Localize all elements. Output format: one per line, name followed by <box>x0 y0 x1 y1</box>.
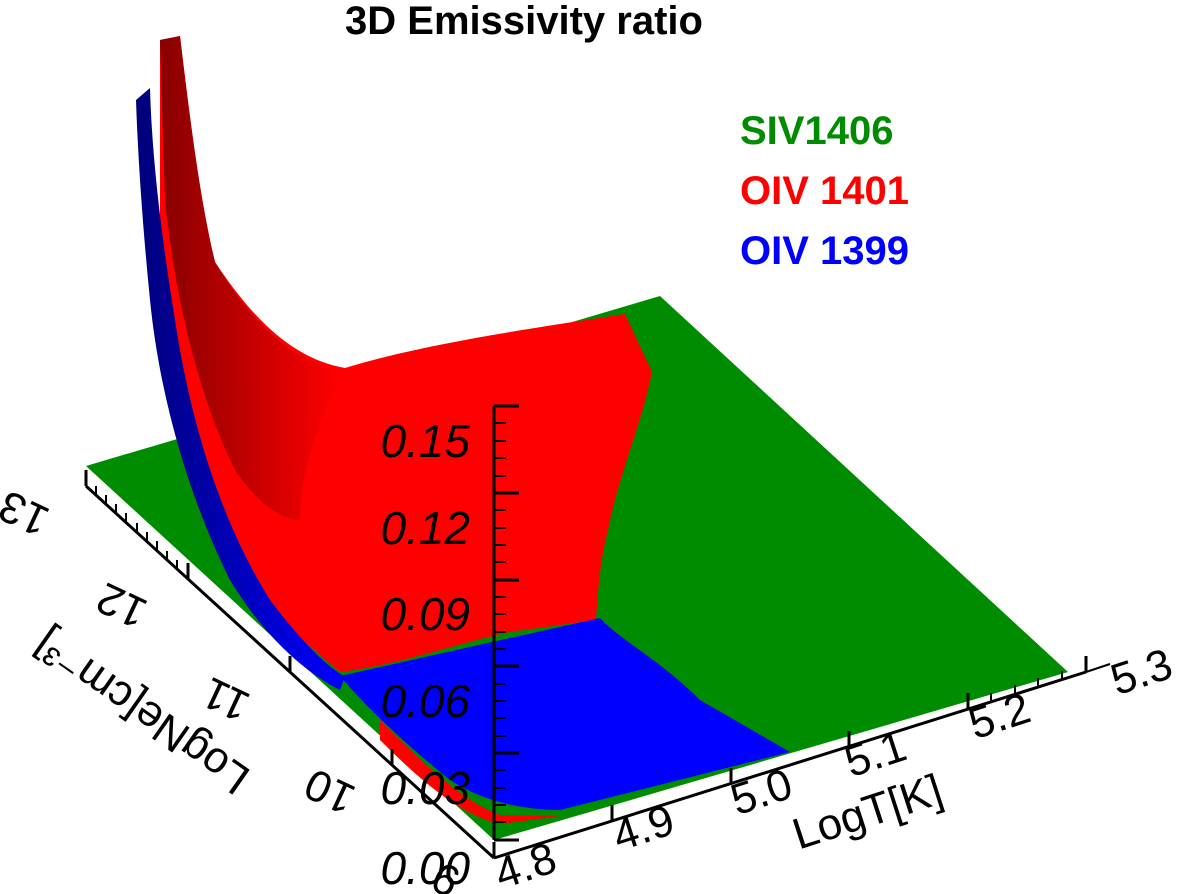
z-tick-label: 0.12 <box>380 502 470 554</box>
legend-entry-siv1406: SIV1406 <box>740 109 893 153</box>
x-axis-line <box>493 670 1087 860</box>
x-axis <box>492 656 1088 860</box>
z-tick-label: 0.09 <box>380 588 470 640</box>
x-tick-label: 4.8 <box>489 833 562 894</box>
z-axis <box>492 404 519 842</box>
z-axis-minor-ticks <box>494 422 506 823</box>
z-tick-label: 0.15 <box>380 415 470 467</box>
y-axis-minor-ticks <box>95 486 178 569</box>
x-tick-label: 4.9 <box>607 795 680 861</box>
z-tick-label: 0.06 <box>380 675 470 727</box>
oiv1399-wall <box>136 88 345 690</box>
oiv1399-surface <box>340 618 790 810</box>
z-tick-label: 0.00 <box>380 842 470 894</box>
y-tick-label: 10 <box>297 759 362 824</box>
y-tick-label: 12 <box>89 573 154 638</box>
x-tick-minor <box>1085 663 1111 673</box>
y-tick-label: 13 <box>0 481 56 546</box>
oiv1401-front-rim <box>380 720 560 824</box>
legend-entry-oiv1401: OIV 1401 <box>740 169 909 213</box>
legend-entry-oiv1399: OIV 1399 <box>740 229 909 273</box>
chart-title: 3D Emissivity ratio <box>345 0 703 43</box>
oiv1401-wall-shading <box>160 36 340 520</box>
x-tick-label: 5.3 <box>1105 639 1178 705</box>
y-tick-label: 11 <box>195 667 257 731</box>
x-axis-minor-ticks <box>990 663 1111 702</box>
z-tick-label: 0.03 <box>380 762 470 814</box>
